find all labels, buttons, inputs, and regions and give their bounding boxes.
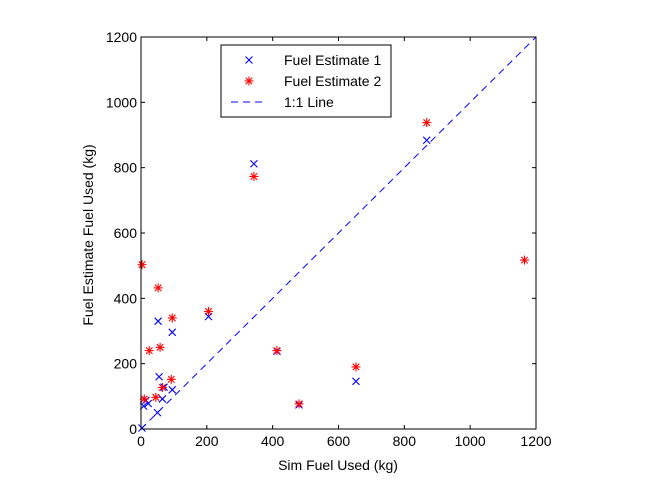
y-tick-label: 800 <box>114 160 138 176</box>
axes-layer: 0 200 400 600 800 1000 1200 0 200 400 600 800 1000 12… <box>106 29 552 449</box>
data-point-fuel-estimate-2 <box>351 362 361 372</box>
data-point-fuel-estimate-2 <box>153 283 163 293</box>
x-axis-title: Sim Fuel Used (kg) <box>278 457 398 473</box>
data-point-fuel-estimate-2 <box>166 374 176 384</box>
data-point-fuel-estimate-2 <box>157 383 167 393</box>
y-tick-label: 1000 <box>106 94 137 110</box>
x-tick-label: 0 <box>137 433 145 449</box>
y-tick-label: 400 <box>114 290 138 306</box>
legend-marker-swatch <box>244 76 254 86</box>
data-point-fuel-estimate-2 <box>167 313 177 323</box>
legend-label: Fuel Estimate 2 <box>284 73 381 89</box>
legend-item: Fuel Estimate 2 <box>244 73 381 89</box>
data-point-fuel-estimate-2 <box>151 392 161 402</box>
x-tick-label: 800 <box>393 433 417 449</box>
x-tick-label: 400 <box>261 433 285 449</box>
y-axis-title: Fuel Estimate Fuel Used (kg) <box>80 144 96 325</box>
one-to-one-line <box>140 36 537 430</box>
data-point-fuel-estimate-2 <box>272 346 282 356</box>
data-point-fuel-estimate-2 <box>137 260 147 270</box>
data-point-fuel-estimate-2 <box>144 346 154 356</box>
data-point-fuel-estimate-1 <box>154 317 163 326</box>
y-tick-label: 1200 <box>106 29 137 45</box>
data-point-fuel-estimate-1 <box>168 385 177 394</box>
x-tick-label: 200 <box>195 433 219 449</box>
data-point-fuel-estimate-1 <box>158 395 167 403</box>
data-point-fuel-estimate-1 <box>250 159 258 168</box>
data-point-fuel-estimate-1 <box>352 377 360 386</box>
data-point-fuel-estimate-1 <box>168 328 177 337</box>
legend-item: Fuel Estimate 1 <box>245 52 381 68</box>
legend-label: 1:1 Line <box>284 94 334 110</box>
legend-item: 1:1 Line <box>231 94 334 110</box>
x-tick-label: 1000 <box>455 433 486 449</box>
data-point-fuel-estimate-2 <box>294 399 304 409</box>
legend-label: Fuel Estimate 1 <box>284 52 381 68</box>
data-point-fuel-estimate-2 <box>203 306 213 316</box>
y-tick-label: 0 <box>129 421 137 437</box>
legend-marker-swatch <box>245 56 253 64</box>
data-point-fuel-estimate-1 <box>155 372 163 381</box>
data-point-fuel-estimate-2 <box>249 171 259 181</box>
data-point-fuel-estimate-2 <box>422 118 432 128</box>
data-point-fuel-estimate-2 <box>519 255 529 265</box>
data-point-fuel-estimate-2 <box>155 342 165 352</box>
legend: Fuel Estimate 1 Fuel Estimate 2 1:1 Line <box>220 44 392 118</box>
x-tick-label: 1200 <box>520 433 551 449</box>
x-tick-label: 600 <box>327 433 351 449</box>
data-point-fuel-estimate-1 <box>422 136 431 145</box>
y-tick-label: 600 <box>114 225 138 241</box>
y-tick-label: 200 <box>114 356 138 372</box>
